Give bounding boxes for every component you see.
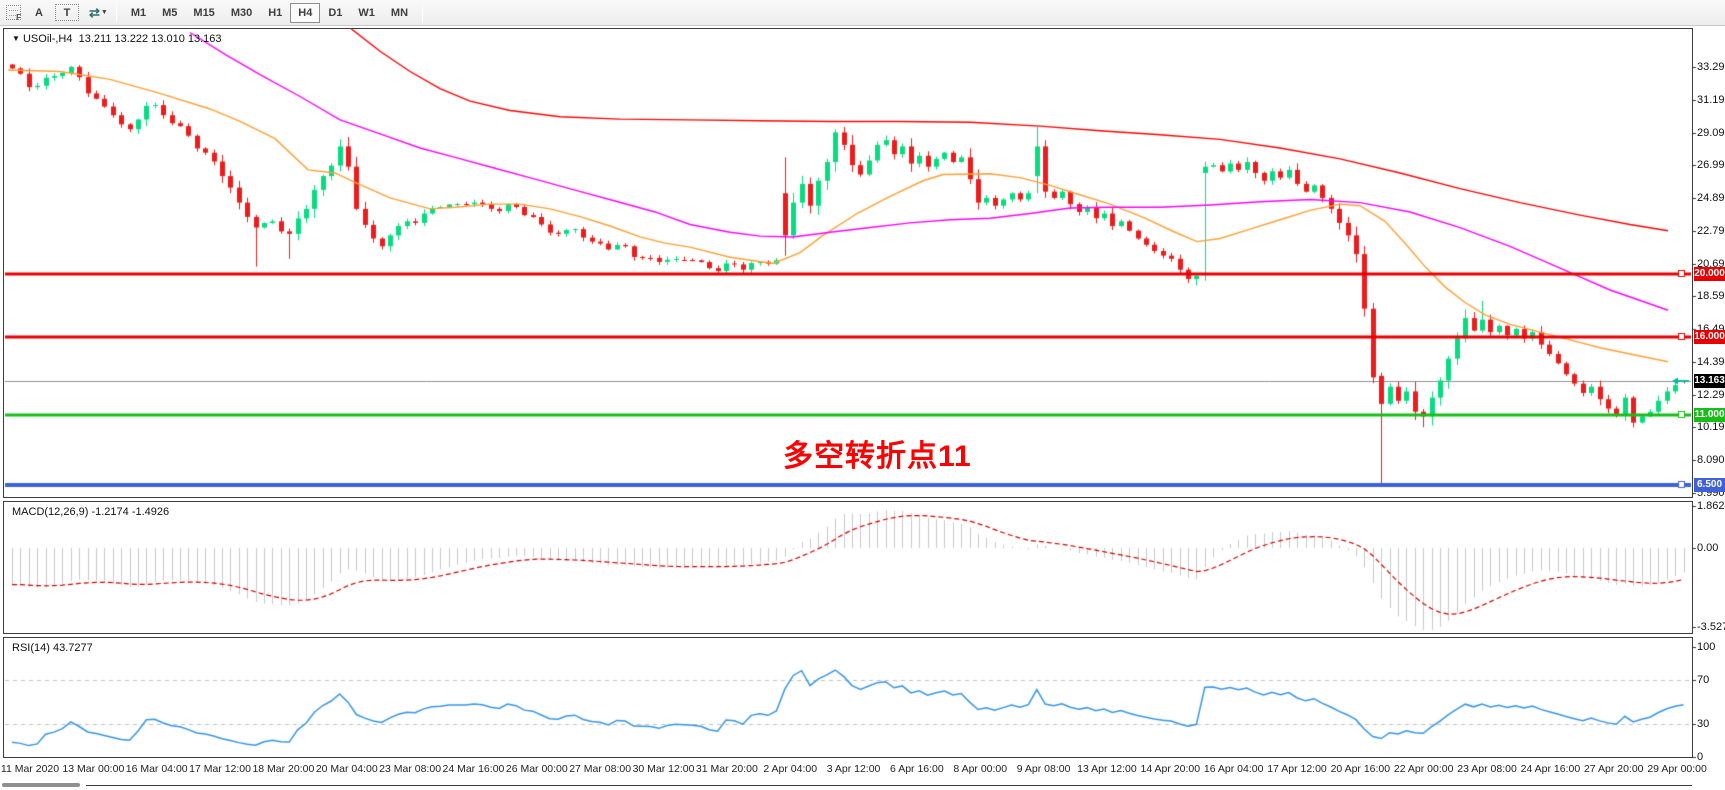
rsi-tick: 70 <box>1697 674 1710 686</box>
bid-price-badge: 13.163 <box>1694 374 1725 389</box>
price-tick: 29.090 <box>1697 126 1725 139</box>
hline-badge-16.000: 16.000 <box>1694 329 1725 344</box>
hline-badge-20.000: 20.000 <box>1694 267 1725 282</box>
macd-tick: -3.5273 <box>1697 621 1725 634</box>
chart-title: ▼ USOil-,H4 13.211 13.222 13.010 13.163 <box>12 33 222 45</box>
rsi-tick: 100 <box>1697 641 1716 653</box>
price-tick: 22.790 <box>1697 224 1725 237</box>
price-tick: 18.590 <box>1697 290 1725 303</box>
macd-tick: 1.8624 <box>1697 500 1725 513</box>
price-tick: 26.990 <box>1697 159 1725 172</box>
hline-badge-6.500: 6.500 <box>1694 478 1725 493</box>
price-tick: 14.390 <box>1697 355 1725 368</box>
rsi-label: RSI(14) 43.7277 <box>12 642 93 654</box>
price-tick: 31.190 <box>1697 93 1725 106</box>
macd-tick: 0.00 <box>1697 542 1719 554</box>
price-tick: 20.690 <box>1697 257 1725 270</box>
hline-badge-11.000: 11.000 <box>1694 407 1725 422</box>
annotation-text: 多空转折点11 <box>783 440 972 473</box>
macd-label: MACD(12,26,9) -1.2174 -1.4926 <box>12 506 170 518</box>
symbol-caret-icon[interactable]: ▼ <box>12 34 20 43</box>
rsi-tick: 30 <box>1697 718 1710 730</box>
price-tick: 24.890 <box>1697 192 1725 205</box>
price-tick: 8.090 <box>1697 454 1725 467</box>
price-tick: 12.290 <box>1697 388 1725 401</box>
price-tick: 33.290 <box>1697 61 1725 73</box>
chart-title-text: USOil-,H4 13.211 13.222 13.010 13.163 <box>22 33 222 45</box>
rsi-tick: 0 <box>1697 751 1704 763</box>
price-tick: 10.190 <box>1697 421 1725 434</box>
